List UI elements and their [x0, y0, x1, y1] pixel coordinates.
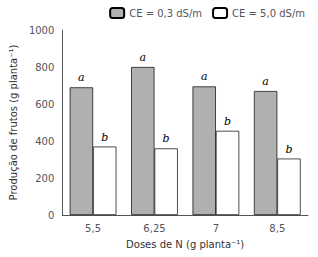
- svg-text:b: b: [101, 131, 108, 144]
- svg-text:a: a: [78, 71, 85, 84]
- svg-text:a: a: [262, 75, 269, 88]
- svg-text:8,5: 8,5: [269, 223, 285, 234]
- svg-text:800: 800: [35, 62, 54, 73]
- svg-text:6,25: 6,25: [143, 223, 165, 234]
- svg-text:400: 400: [35, 136, 54, 147]
- svg-text:CE = 5,0 dS/m: CE = 5,0 dS/m: [232, 8, 305, 19]
- svg-text:0: 0: [48, 210, 54, 221]
- svg-text:CE = 0,3 dS/m: CE = 0,3 dS/m: [129, 8, 202, 19]
- svg-text:200: 200: [35, 173, 54, 184]
- svg-text:600: 600: [35, 99, 54, 110]
- svg-text:Produção de frutos (g planta⁻¹: Produção de frutos (g planta⁻¹): [8, 45, 19, 201]
- svg-text:a: a: [140, 51, 147, 64]
- svg-text:Doses de N (g planta⁻¹): Doses de N (g planta⁻¹): [126, 239, 244, 250]
- svg-text:5,5: 5,5: [85, 223, 101, 234]
- svg-text:7: 7: [213, 223, 219, 234]
- svg-text:b: b: [224, 115, 231, 128]
- svg-text:1000: 1000: [29, 25, 54, 36]
- svg-text:b: b: [285, 143, 292, 156]
- svg-text:b: b: [163, 132, 170, 145]
- svg-text:a: a: [201, 70, 208, 83]
